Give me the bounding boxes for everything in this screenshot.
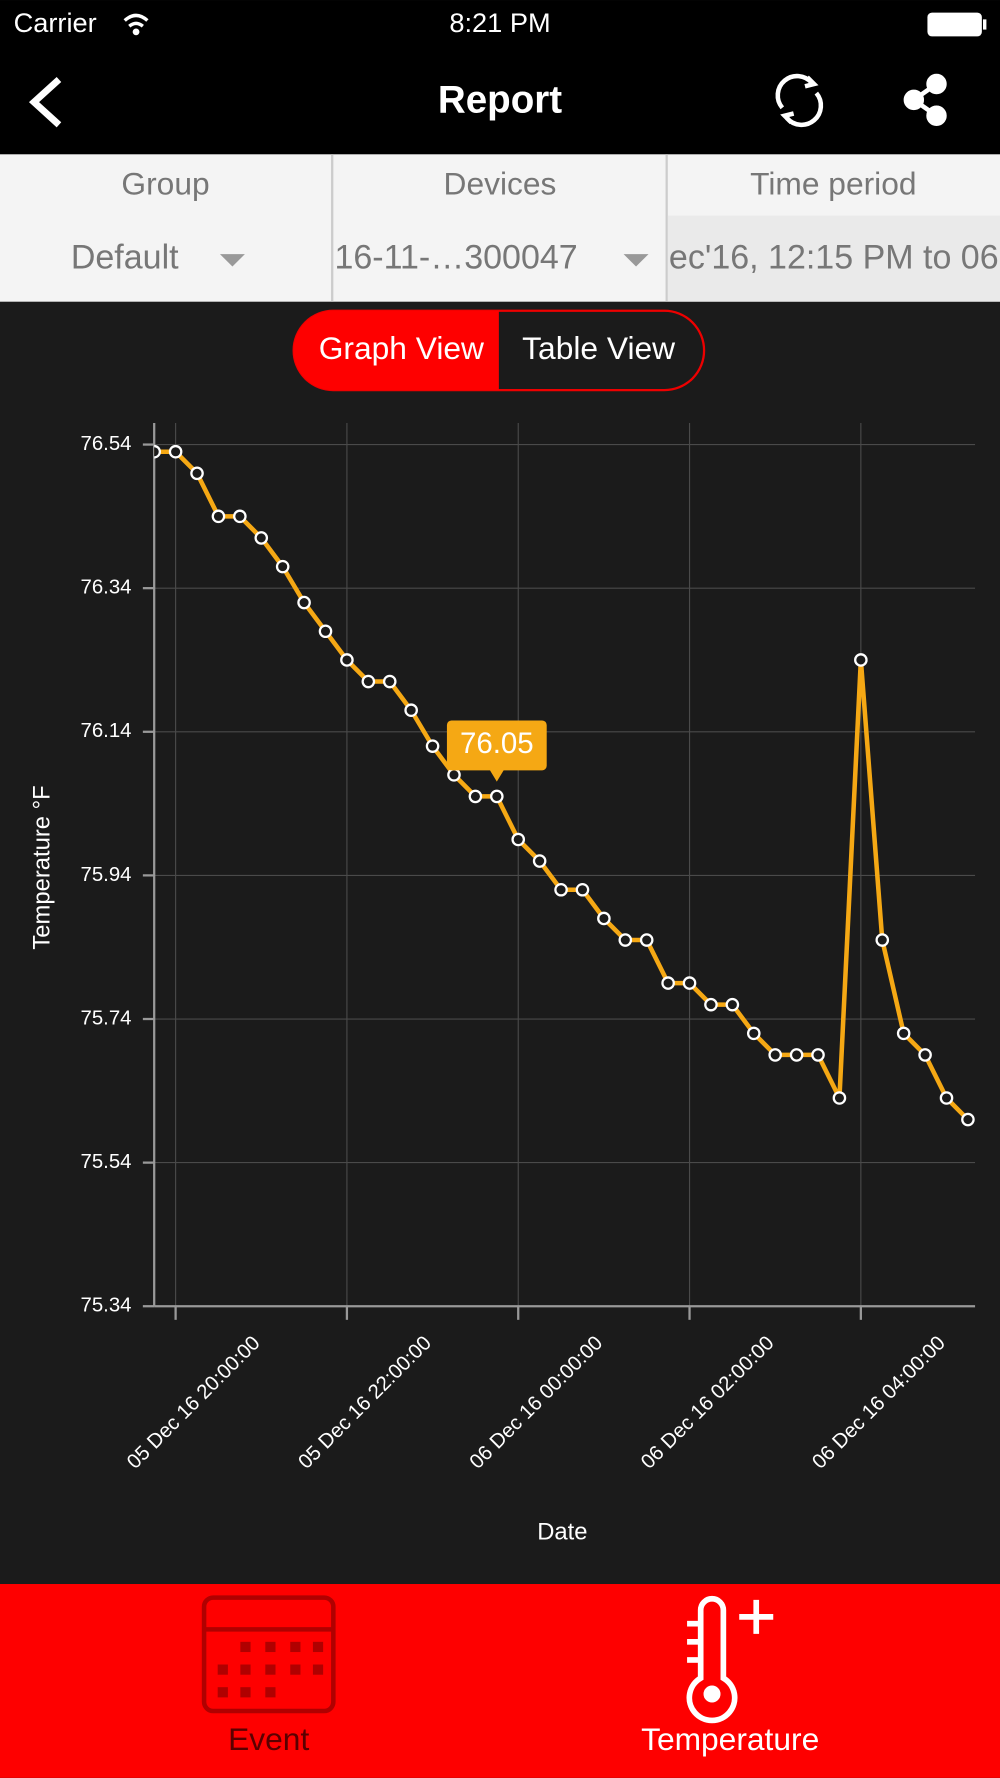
data-point <box>597 911 611 926</box>
filter-label: Group <box>121 165 209 201</box>
filter-label: Time period <box>750 165 916 201</box>
share-button[interactable] <box>903 73 947 126</box>
event-icon <box>201 1595 336 1714</box>
plot <box>154 444 975 1127</box>
data-point <box>725 997 740 1012</box>
y-tick-label: 76.14 <box>80 720 131 742</box>
dropdown-arrow <box>623 254 649 267</box>
data-point <box>639 933 654 947</box>
data-point <box>447 768 461 782</box>
data-point <box>789 1048 804 1062</box>
wifi-icon <box>123 13 149 36</box>
temperature-icon <box>686 1595 774 1724</box>
x-tick-label: 05 Dec 16 20:00:00 <box>123 1332 264 1473</box>
data-point <box>254 531 269 545</box>
data-point <box>575 882 590 897</box>
x-axis-title: Date <box>537 1518 587 1545</box>
data-point <box>154 444 161 459</box>
data-point <box>961 1112 975 1127</box>
y-axis-title: Temperature °F <box>28 785 55 949</box>
data-point <box>297 595 311 610</box>
table-view-tab[interactable]: Table View <box>522 330 675 366</box>
y-tick-label: 75.54 <box>80 1151 131 1173</box>
data-point <box>832 1091 847 1105</box>
data-point <box>811 1048 825 1062</box>
y-tick-label: 76.34 <box>80 577 131 599</box>
filter-label: Devices <box>444 165 557 201</box>
data-point <box>661 976 675 990</box>
data-point <box>768 1048 782 1062</box>
data-point <box>746 1026 761 1041</box>
data-point <box>468 789 483 804</box>
x-tick-label: 06 Dec 16 00:00:00 <box>466 1332 607 1473</box>
data-point <box>554 882 568 897</box>
tab-label[interactable]: Temperature <box>641 1721 819 1757</box>
data-point <box>511 832 526 847</box>
data-point <box>939 1091 954 1105</box>
x-tick-label: 06 Dec 16 04:00:00 <box>808 1332 949 1473</box>
dropdown-arrow <box>219 254 245 267</box>
data-point <box>618 933 633 947</box>
tab-bar <box>0 1584 1000 1778</box>
data-point <box>532 854 547 868</box>
y-tick-label: 75.94 <box>80 864 131 886</box>
data-point <box>382 674 397 689</box>
data-point <box>190 466 204 481</box>
data-point <box>275 559 290 574</box>
data-point <box>233 509 247 524</box>
y-tick-label: 75.74 <box>80 1007 131 1029</box>
data-point <box>918 1048 932 1062</box>
tooltip <box>446 720 547 782</box>
filter-value[interactable]: ec'16, 12:15 PM to 06 <box>669 239 999 277</box>
data-point <box>361 674 376 689</box>
back-button[interactable] <box>28 76 62 128</box>
data-point <box>211 509 226 524</box>
clock: 8:21 PM <box>449 7 550 38</box>
refresh-button[interactable] <box>775 73 824 128</box>
data-point <box>875 933 890 947</box>
x-tick-label: 06 Dec 16 02:00:00 <box>637 1332 778 1473</box>
tooltip-text: 76.05 <box>460 727 534 760</box>
nav-title: Report <box>438 78 562 121</box>
data-point <box>318 624 333 639</box>
data-point <box>404 703 418 718</box>
chart: 75.34 75.54 75.74 75.94 76.14 76.34 76.54 05 De… <box>28 423 976 1545</box>
x-tick-label: 05 Dec 16 22:00:00 <box>294 1332 435 1473</box>
toggle-selected <box>293 310 499 391</box>
tab-label[interactable]: Event <box>228 1721 309 1757</box>
data-point <box>896 1026 911 1041</box>
scroll-field <box>667 215 1000 302</box>
calendar-dots <box>217 1641 324 1698</box>
top-bar <box>0 0 1000 155</box>
battery <box>927 12 982 37</box>
filter-value[interactable]: 16-11-…300047 <box>334 239 577 277</box>
data-point <box>682 976 697 990</box>
y-tick-label: 76.54 <box>80 433 131 455</box>
y-tick-label: 75.34 <box>80 1295 131 1317</box>
data-point <box>168 444 183 459</box>
data-point <box>490 789 504 804</box>
battery-tip <box>982 19 987 30</box>
graph-view-tab[interactable]: Graph View <box>319 330 484 366</box>
data-point <box>854 653 868 667</box>
data-point <box>425 739 440 753</box>
carrier: Carrier <box>14 7 97 38</box>
data-point <box>340 653 354 667</box>
data-point <box>704 997 718 1012</box>
filter-value[interactable]: Default <box>71 239 179 277</box>
